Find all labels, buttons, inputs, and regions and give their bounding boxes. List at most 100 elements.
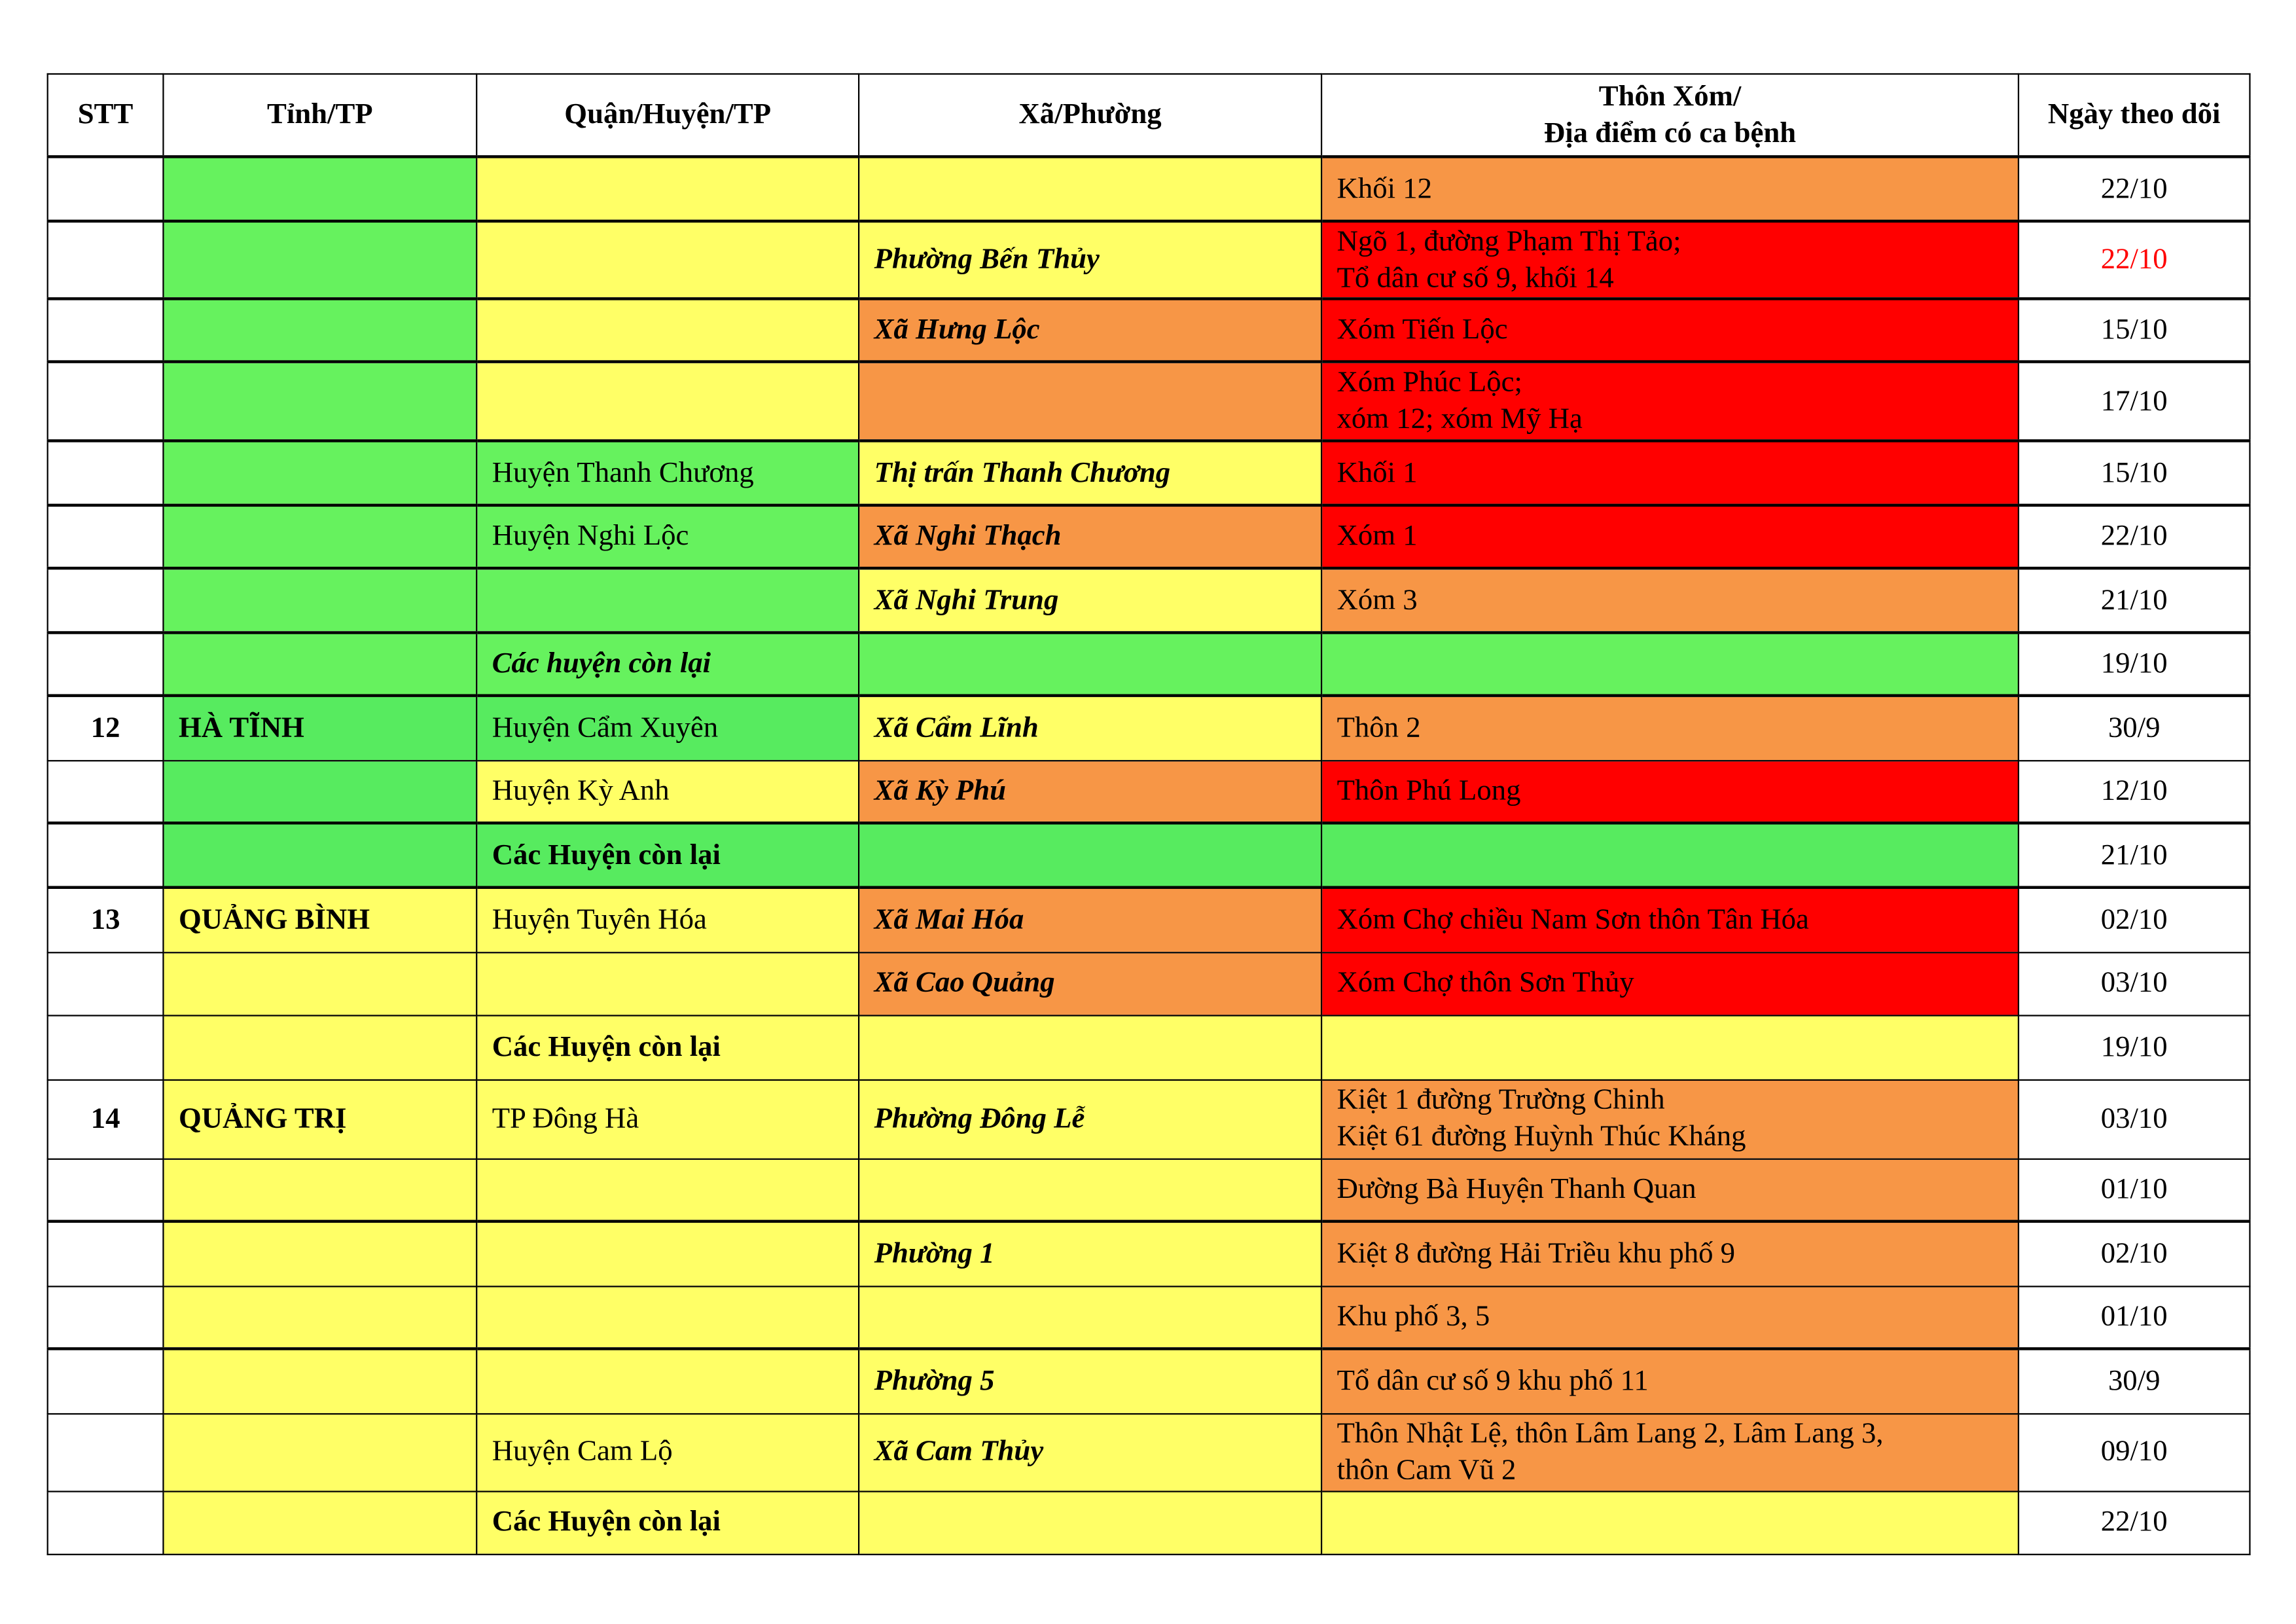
location-cell: Đường Bà Huyện Thanh Quan [1320, 1157, 2020, 1222]
date-cell: 15/10 [2017, 439, 2251, 506]
commune-cell: Thị trấn Thanh Chương [857, 439, 1323, 506]
location-cell [1320, 1014, 2020, 1080]
province-cell [162, 759, 478, 824]
stt-cell: 14 [46, 1078, 164, 1159]
table-row: Huyện Nghi Lộc Xã Nghi Thạch Xóm 1 22/10 [46, 503, 2251, 569]
commune-cell: Xã Mai Hóa [857, 886, 1323, 953]
location-cell: Khu phố 3, 5 [1320, 1285, 2020, 1350]
province-cell [162, 297, 478, 363]
district-cell [476, 156, 860, 222]
province-cell [162, 1285, 478, 1350]
location-cell: Xóm Phúc Lộc; xóm 12; xóm Mỹ Hạ [1320, 360, 2020, 442]
location-cell: Xóm Chợ thôn Sơn Thủy [1320, 951, 2020, 1016]
table-row: Các huyện còn lại 19/10 [46, 631, 2251, 696]
date-cell: 01/10 [2017, 1157, 2251, 1222]
province-cell [162, 1014, 478, 1080]
table-row: Xã Nghi Trung Xóm 3 21/10 [46, 566, 2251, 634]
header-date: Ngày theo dõi [2017, 73, 2251, 158]
province-cell [162, 631, 478, 696]
province-cell: QUẢNG BÌNH [162, 886, 478, 953]
stt-cell [46, 360, 164, 442]
location-cell [1320, 821, 2020, 888]
table-row: 14 QUẢNG TRỊ TP Đông Hà Phường Đông Lễ Kiệt … [46, 1078, 2251, 1159]
location-cell: Kiệt 1 đường Trường Chinh Kiệt 61 đường … [1320, 1078, 2020, 1159]
date-cell: 03/10 [2017, 1078, 2251, 1159]
commune-cell: Phường 5 [857, 1347, 1323, 1415]
district-cell [476, 219, 860, 300]
table-row: 12 HÀ TĨNH Huyện Cẩm Xuyên Xã Cẩm Lĩnh Thôn … [46, 694, 2251, 761]
stt-cell [46, 1347, 164, 1415]
date-cell: 30/9 [2017, 1347, 2251, 1415]
table-row: 13 QUẢNG BÌNH Huyện Tuyên Hóa Xã Mai Hóa Xóm… [46, 886, 2251, 953]
commune-cell: Xã Cao Quảng [857, 951, 1323, 1016]
commune-cell: Xã Nghi Thạch [857, 503, 1323, 569]
stt-cell [46, 439, 164, 506]
commune-cell [857, 1490, 1323, 1555]
stt-cell: 13 [46, 886, 164, 953]
table-row: Phường 1 Kiệt 8 đường Hải Triều khu phố 9… [46, 1219, 2251, 1287]
table-row: Huyện Cam Lộ Xã Cam Thủy Thôn Nhật Lệ, thô… [46, 1412, 2251, 1492]
district-cell: Huyện Nghi Lộc [476, 503, 860, 569]
district-cell [476, 297, 860, 363]
date-cell: 09/10 [2017, 1412, 2251, 1492]
date-cell: 30/9 [2017, 694, 2251, 761]
table-row: Xã Cao Quảng Xóm Chợ thôn Sơn Thủy 03/10 [46, 951, 2251, 1016]
stt-cell [46, 297, 164, 363]
commune-cell: Phường Bến Thủy [857, 219, 1323, 300]
commune-cell: Xã Nghi Trung [857, 566, 1323, 634]
commune-cell: Phường 1 [857, 1219, 1323, 1287]
province-cell [162, 566, 478, 634]
table-row: Xóm Phúc Lộc; xóm 12; xóm Mỹ Hạ 17/10 [46, 360, 2251, 442]
date-cell: 19/10 [2017, 1014, 2251, 1080]
commune-cell [857, 821, 1323, 888]
location-cell [1320, 1490, 2020, 1555]
commune-cell [857, 360, 1323, 442]
outbreak-locations-table: STT Tỉnh/TP Quận/Huyện/TP Xã/Phường Thôn… [46, 73, 2251, 1555]
commune-cell: Xã Kỳ Phú [857, 759, 1323, 824]
location-cell: Xóm Tiến Lộc [1320, 297, 2020, 363]
stt-cell [46, 503, 164, 569]
date-cell: 19/10 [2017, 631, 2251, 696]
location-cell: Thôn 2 [1320, 694, 2020, 761]
location-cell: Thôn Nhật Lệ, thôn Lâm Lang 2, Lâm Lang … [1320, 1412, 2020, 1492]
date-cell: 22/10 [2017, 1490, 2251, 1555]
stt-cell [46, 1014, 164, 1080]
location-cell: Ngõ 1, đường Phạm Thị Tảo; Tổ dân cư số … [1320, 219, 2020, 300]
district-cell [476, 951, 860, 1016]
table-row: Phường Bến Thủy Ngõ 1, đường Phạm Thị Tảo… [46, 219, 2251, 300]
district-cell: Huyện Thanh Chương [476, 439, 860, 506]
stt-cell [46, 759, 164, 824]
province-cell: HÀ TĨNH [162, 694, 478, 761]
stt-cell [46, 951, 164, 1016]
province-cell [162, 951, 478, 1016]
district-cell: Huyện Cam Lộ [476, 1412, 860, 1492]
stt-cell [46, 1219, 164, 1287]
header-location: Thôn Xóm/ Địa điểm có ca bệnh [1320, 73, 2020, 158]
district-cell [476, 1219, 860, 1287]
date-cell: 21/10 [2017, 821, 2251, 888]
location-cell: Xóm 3 [1320, 566, 2020, 634]
location-cell: Kiệt 8 đường Hải Triều khu phố 9 [1320, 1219, 2020, 1287]
district-cell: Huyện Tuyên Hóa [476, 886, 860, 953]
stt-cell [46, 631, 164, 696]
district-cell: Các Huyện còn lại [476, 821, 860, 888]
district-cell: Các Huyện còn lại [476, 1014, 860, 1080]
table-body: Khối 12 22/10 Phường Bến Thủy Ngõ 1, đường … [46, 156, 2251, 1555]
table-row: Khu phố 3, 5 01/10 [46, 1285, 2251, 1350]
commune-cell: Xã Hưng Lộc [857, 297, 1323, 363]
province-cell: QUẢNG TRỊ [162, 1078, 478, 1159]
stt-cell: 12 [46, 694, 164, 761]
province-cell [162, 156, 478, 222]
table-row: Các Huyện còn lại 21/10 [46, 821, 2251, 888]
date-cell: 15/10 [2017, 297, 2251, 363]
stt-cell [46, 1157, 164, 1222]
district-cell: Huyện Cẩm Xuyên [476, 694, 860, 761]
stt-cell [46, 1490, 164, 1555]
table-row: Huyện Kỳ Anh Xã Kỳ Phú Thôn Phú Long 12/10 [46, 759, 2251, 824]
commune-cell [857, 1014, 1323, 1080]
date-cell: 22/10 [2017, 219, 2251, 300]
location-cell: Xóm Chợ chiều Nam Sơn thôn Tân Hóa [1320, 886, 2020, 953]
date-cell: 22/10 [2017, 503, 2251, 569]
location-cell: Thôn Phú Long [1320, 759, 2020, 824]
